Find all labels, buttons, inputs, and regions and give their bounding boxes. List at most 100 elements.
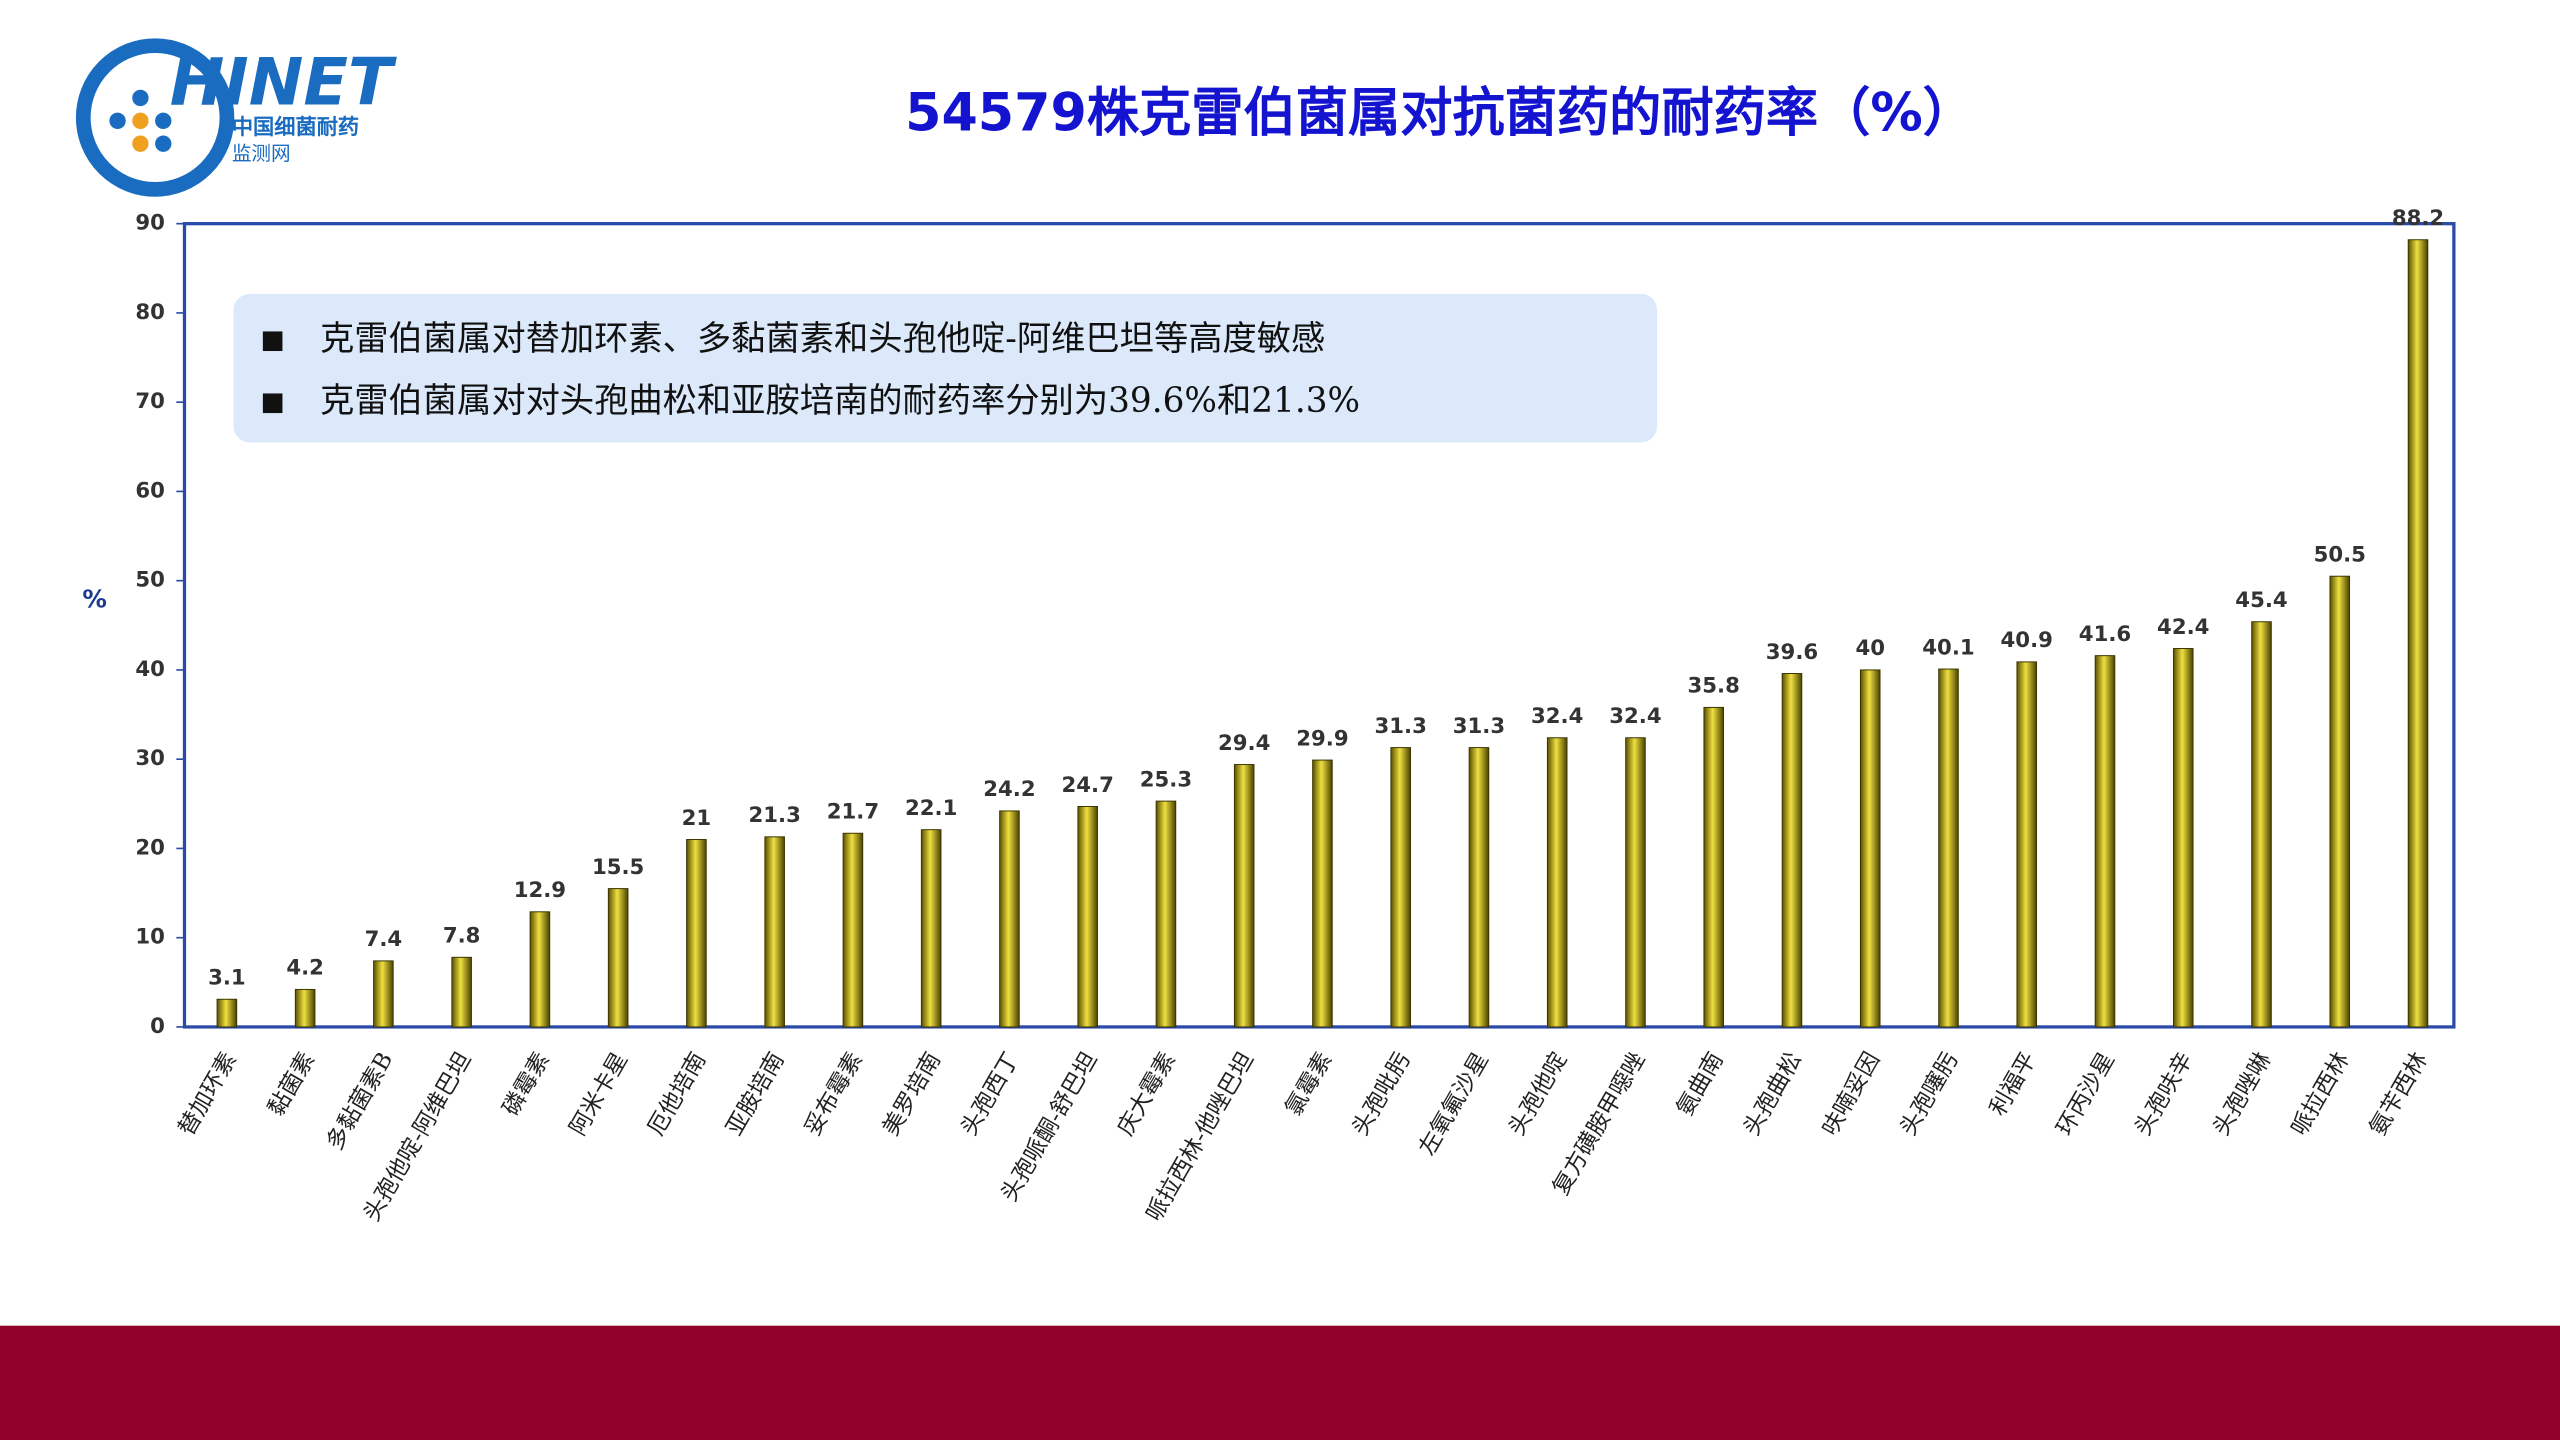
value-label: 45.4 (2235, 588, 2287, 613)
x-tick-label: 头孢呋辛 (2130, 1048, 2198, 1140)
bar (2172, 648, 2194, 1028)
bar (1390, 747, 1411, 1028)
value-label: 41.6 (2079, 622, 2131, 647)
logo-line: 监测网 (232, 142, 291, 165)
value-label: 22.1 (905, 796, 957, 821)
bar (1312, 759, 1333, 1028)
value-label: 40.9 (2001, 628, 2053, 653)
y-tick-label: 0 (150, 1014, 165, 1039)
note: 克雷伯菌属对对头孢曲松和亚胺培南的耐药率分别为39.6%和21.3% (320, 381, 1360, 421)
bullet (262, 331, 283, 352)
logo-line: 中国细菌耐药 (232, 114, 359, 140)
logo-dot (132, 135, 149, 152)
value-label: 29.9 (1296, 726, 1348, 751)
y-tick-label: 60 (135, 478, 165, 503)
value-label: 32.4 (1609, 704, 1661, 729)
x-tick-label: 头孢唑啉 (2208, 1048, 2276, 1140)
x-tick-label: 头孢噻肟 (1895, 1048, 1963, 1140)
logo-dot (109, 112, 126, 129)
value-label: 31.3 (1453, 714, 1505, 739)
bar (529, 911, 551, 1028)
value-label: 40 (1855, 636, 1885, 661)
logo-ring (75, 38, 235, 197)
note: 克雷伯菌属对替加环素、多黏菌素和头孢他啶-阿维巴坦等高度敏感 (320, 319, 1325, 359)
bar (1781, 673, 1803, 1028)
x-tick-label: 呋喃妥因 (1817, 1048, 1885, 1140)
bar (2407, 239, 2429, 1028)
bar (842, 832, 864, 1028)
logo-dot (132, 112, 149, 129)
value-label: 39.6 (1766, 640, 1818, 665)
y-axis-label: % (82, 584, 107, 613)
y-tick-label: 20 (135, 835, 165, 860)
x-tick-label: 亚胺培南 (721, 1048, 789, 1140)
value-label: 7.8 (443, 924, 481, 949)
value-label: 7.4 (365, 927, 403, 952)
bar (607, 888, 629, 1028)
bar (216, 998, 238, 1028)
bar (686, 839, 707, 1028)
x-tick-label: 妥布霉素 (800, 1048, 868, 1140)
bar (764, 836, 785, 1028)
bar (1546, 737, 1568, 1028)
bar (373, 960, 394, 1028)
bar (1703, 706, 1725, 1028)
x-tick-label: 环丙沙星 (2052, 1048, 2120, 1140)
bar (1233, 764, 1255, 1028)
logo-dot (155, 135, 172, 152)
value-label: 12.9 (514, 878, 566, 903)
value-label: 88.2 (2392, 206, 2444, 231)
y-tick-label: 40 (135, 657, 165, 682)
x-tick-label: 头孢他啶 (1504, 1048, 1572, 1140)
value-label: 3.1 (208, 966, 246, 991)
x-tick-label: 阿米卡星 (565, 1048, 633, 1140)
bar (1468, 747, 1490, 1028)
bar (1859, 669, 1881, 1028)
x-tick-label: 头孢吡肟 (1347, 1048, 1415, 1140)
bar (2094, 655, 2116, 1028)
value-label: 21.3 (748, 803, 800, 828)
x-tick-label: 头孢西丁 (956, 1048, 1024, 1140)
x-tick-label: 黏菌素 (263, 1048, 320, 1120)
bar (294, 988, 316, 1028)
footer-band (0, 1325, 2560, 1440)
value-label: 35.8 (1688, 674, 1740, 699)
value-label: 50.5 (2314, 543, 2366, 568)
logo-brand: HINET (170, 44, 397, 120)
chart-title: 54579株克雷伯菌属对抗菌药的耐药率（%） (905, 84, 1975, 144)
value-label: 42.4 (2157, 615, 2209, 640)
value-label: 24.7 (1062, 773, 1114, 798)
x-tick-label: 磷霉素 (498, 1048, 555, 1120)
bar (2251, 621, 2272, 1028)
bar (451, 956, 472, 1028)
bar (999, 810, 1020, 1028)
y-tick-label: 10 (135, 925, 165, 950)
x-tick-label: 氨曲南 (1672, 1048, 1729, 1120)
y-tick-label: 30 (135, 746, 165, 771)
value-label: 29.4 (1218, 731, 1270, 756)
bar (2016, 661, 2038, 1028)
x-tick-label: 厄他培南 (643, 1048, 711, 1140)
y-tick-label: 70 (135, 389, 165, 414)
bar (1625, 737, 1646, 1028)
x-tick-label: 利福平 (1985, 1048, 2042, 1120)
value-label: 15.5 (592, 855, 644, 880)
value-label: 40.1 (1922, 635, 1974, 660)
x-tick-label: 多黏菌素B (322, 1048, 399, 1155)
y-tick-label: 80 (135, 300, 165, 325)
value-label: 21.7 (827, 800, 879, 825)
value-label: 25.3 (1140, 767, 1192, 792)
note-box (233, 293, 1658, 443)
bar (1938, 668, 1959, 1028)
logo: HINET 中国细菌耐药 监测网 (75, 38, 397, 197)
bar (1077, 805, 1098, 1028)
x-tick-label: 氨苄西林 (2365, 1048, 2433, 1140)
x-tick-label: 替加环素 (174, 1048, 242, 1140)
x-tick-label: 庆大霉素 (1113, 1048, 1181, 1140)
value-label: 31.3 (1375, 714, 1427, 739)
bullet (262, 393, 283, 414)
value-label: 21 (682, 806, 712, 831)
logo-dot (132, 89, 149, 107)
y-tick-label: 90 (135, 211, 165, 236)
